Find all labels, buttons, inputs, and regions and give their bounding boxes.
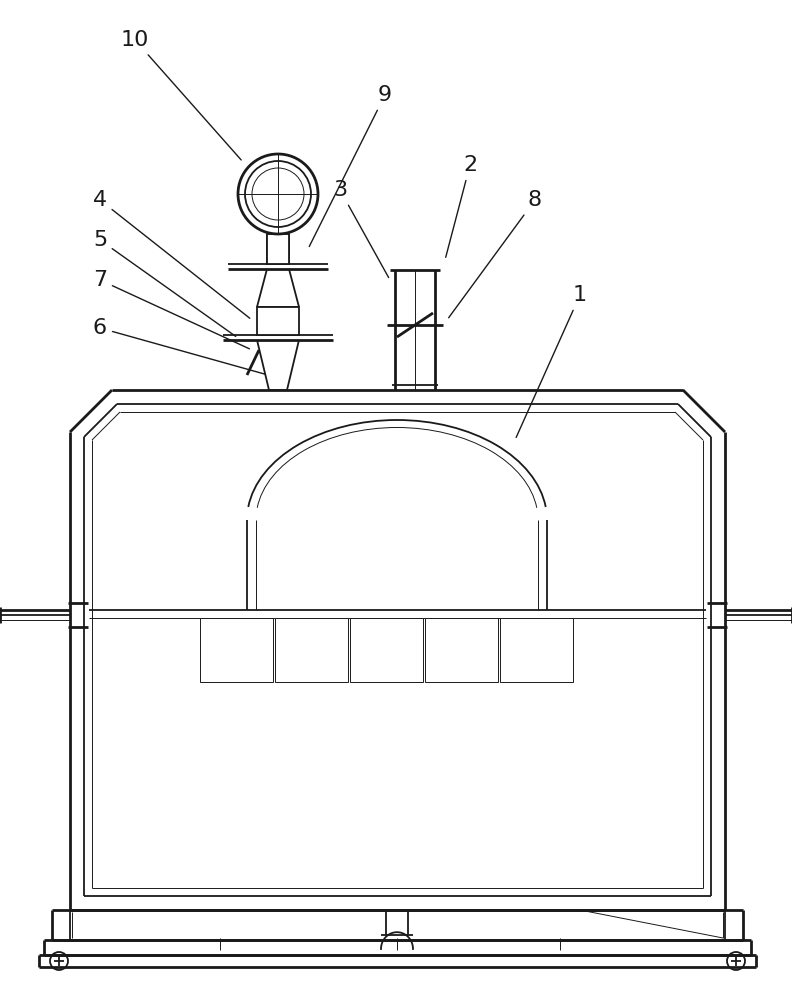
Bar <box>257 307 299 335</box>
Text: 1: 1 <box>516 285 587 437</box>
Bar <box>275 618 348 682</box>
Bar <box>200 618 273 682</box>
Text: 5: 5 <box>93 230 236 336</box>
Bar <box>350 618 423 682</box>
Bar <box>500 618 573 682</box>
Text: 3: 3 <box>333 180 389 278</box>
Text: 8: 8 <box>448 190 542 318</box>
Text: 10: 10 <box>121 30 241 160</box>
Bar <box>267 234 289 264</box>
Text: 4: 4 <box>93 190 249 318</box>
Text: 9: 9 <box>309 85 392 247</box>
Text: 6: 6 <box>93 318 265 374</box>
Bar <box>425 618 498 682</box>
Text: 7: 7 <box>93 270 249 349</box>
Text: 2: 2 <box>446 155 477 257</box>
